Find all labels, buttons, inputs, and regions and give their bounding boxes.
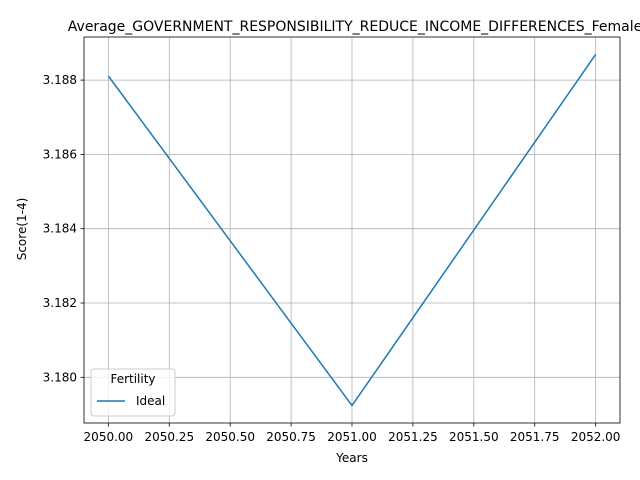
x-tick-label: 2051.25	[388, 430, 438, 444]
x-tick-label: 2050.50	[205, 430, 255, 444]
x-tick-label: 2051.50	[449, 430, 499, 444]
legend: Fertility Ideal	[90, 368, 176, 417]
series-line-ideal	[107, 54, 597, 407]
y-tick-label: 3.182	[43, 296, 77, 310]
x-tick-label: 2050.00	[84, 430, 134, 444]
y-tick-label: 3.188	[43, 73, 77, 87]
grid	[84, 37, 620, 423]
x-axis-label: Years	[335, 451, 368, 465]
legend-box	[90, 368, 176, 417]
y-tick-label: 3.180	[43, 370, 77, 384]
axis-ticks: 2050.00 2050.25 2050.50 2050.75 2051.00 2051.…	[43, 73, 621, 444]
x-tick-label: 2052.00	[571, 430, 621, 444]
x-tick-label: 2051.75	[510, 430, 560, 444]
y-axis-label: Score(1-4)	[15, 198, 29, 261]
x-tick-label: 2050.75	[266, 430, 316, 444]
legend-entry-label: Ideal	[136, 394, 165, 408]
x-tick-label: 2051.00	[327, 430, 377, 444]
y-tick-label: 3.184	[43, 222, 77, 236]
chart-title: Average_GOVERNMENT_RESPONSIBILITY_REDUCE…	[68, 19, 640, 35]
legend-title: Fertility	[110, 372, 155, 386]
x-tick-label: 2050.25	[144, 430, 194, 444]
y-tick-label: 3.186	[43, 147, 77, 161]
series-layer	[107, 54, 597, 407]
